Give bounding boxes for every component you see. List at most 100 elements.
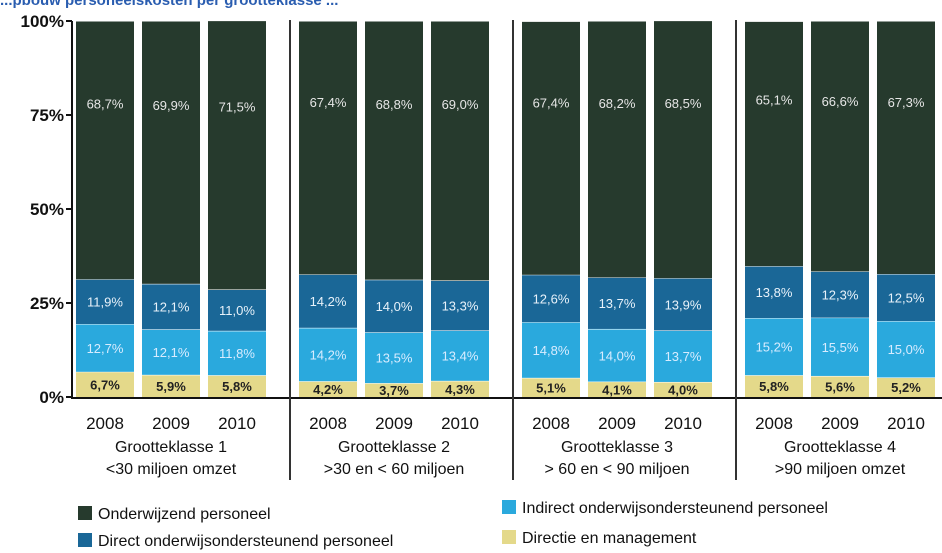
value-label: 5,2% [891,380,921,395]
bar-segment [654,381,712,397]
bar-segment [654,330,712,382]
bar-segment [745,21,803,267]
value-label: 15,5% [822,340,859,355]
value-label: 15,0% [888,342,925,357]
y-tick-label: 100% [21,12,64,31]
bar-segment [877,377,935,397]
value-label: 13,7% [599,296,636,311]
bar-segment [745,318,803,376]
value-label: 4,0% [668,382,698,397]
value-label: 6,7% [90,377,120,392]
bar-segment [365,279,423,333]
x-tick-label: 2010 [887,414,925,433]
bar-segment [588,328,646,382]
legend-label: Onderwijzend personeel [98,506,271,523]
legend-label: Direct onderwijsondersteunend personeel [98,533,393,550]
x-tick-label: 2009 [598,414,636,433]
x-tick-label: 2009 [821,414,859,433]
bar-segment [877,321,935,378]
value-label: 14,2% [310,348,347,363]
value-label: 5,6% [825,379,855,394]
bar-segment [811,375,869,397]
legend-swatch [502,500,516,514]
value-label: 65,1% [756,93,793,108]
value-label: 68,5% [665,96,702,111]
bar-segment [745,266,803,319]
value-label: 13,4% [442,349,479,364]
group-label-line1: Grootteklasse 4 [784,439,896,456]
legend-label: Indirect onderwijsondersteunend personee… [522,500,828,517]
bar-segment [522,274,580,323]
group-label-line2: <30 miljoen omzet [106,461,237,478]
value-label: 68,8% [376,97,413,112]
value-label: 67,4% [533,95,570,110]
bar-segment [299,327,357,382]
value-label: 12,3% [822,288,859,303]
value-label: 71,5% [219,100,256,115]
bar-segment [654,20,712,279]
value-label: 5,1% [536,380,566,395]
bar-segment [76,21,134,280]
bar-segment [588,381,646,397]
value-label: 14,8% [533,343,570,358]
value-label: 11,8% [219,346,255,361]
chart-title: ...pbouw personeelskosten per groottekla… [0,0,338,9]
bar-segment [208,330,266,376]
legend-label: Directie en management [522,530,697,547]
y-tick-label: 50% [30,200,64,219]
value-label: 5,9% [156,379,186,394]
x-tick-label: 2009 [375,414,413,433]
value-label: 13,8% [756,285,793,300]
value-label: 5,8% [759,379,789,394]
bar-segment [877,21,935,275]
bar-segment [431,330,489,381]
bar-segment [811,317,869,376]
bar-segment [588,277,646,329]
value-label: 12,5% [888,291,925,306]
value-label: 11,9% [87,295,123,310]
value-label: 69,9% [153,98,190,113]
y-tick-label: 75% [30,106,64,125]
x-tick-label: 2008 [309,414,347,433]
group-label-line2: >30 en < 60 miljoen [324,461,465,478]
bar-segment [299,21,357,275]
legend-swatch [78,506,92,520]
group-label-line1: Grootteklasse 3 [561,439,673,456]
bar-segment [745,375,803,397]
bar-segment [431,21,489,281]
bar-segment [365,332,423,384]
bar-segment [299,381,357,397]
x-tick-label: 2010 [441,414,479,433]
value-label: 13,3% [442,298,479,313]
bar-segment [811,21,869,272]
bar-segment [588,21,646,278]
value-label: 12,1% [153,300,190,315]
group-label-line1: Grootteklasse 2 [338,439,450,456]
legend-swatch [502,530,516,544]
bar-segment [654,278,712,331]
value-label: 67,3% [888,95,925,110]
bar-segment [142,329,200,375]
bar-segment [76,279,134,325]
group-label-line2: >90 miljoen omzet [775,461,906,478]
y-tick-label: 25% [30,294,64,313]
legend-swatch [78,533,92,547]
bar-segment [76,371,134,397]
value-label: 68,2% [599,96,636,111]
bar-segment [208,20,266,290]
bar-segment [811,271,869,318]
value-label: 11,0% [219,303,255,318]
bar-segment [299,274,357,328]
bar-segment [365,383,423,397]
x-tick-label: 2009 [152,414,190,433]
bar-segment [522,377,580,397]
value-label: 13,5% [376,351,413,366]
bar-segment [877,274,935,322]
group-label-line2: > 60 en < 90 miljoen [545,461,690,478]
bar-segment [142,283,200,330]
value-label: 12,1% [153,345,190,360]
value-label: 67,4% [310,95,347,110]
bar-segment [431,380,489,397]
value-label: 4,3% [445,382,475,397]
